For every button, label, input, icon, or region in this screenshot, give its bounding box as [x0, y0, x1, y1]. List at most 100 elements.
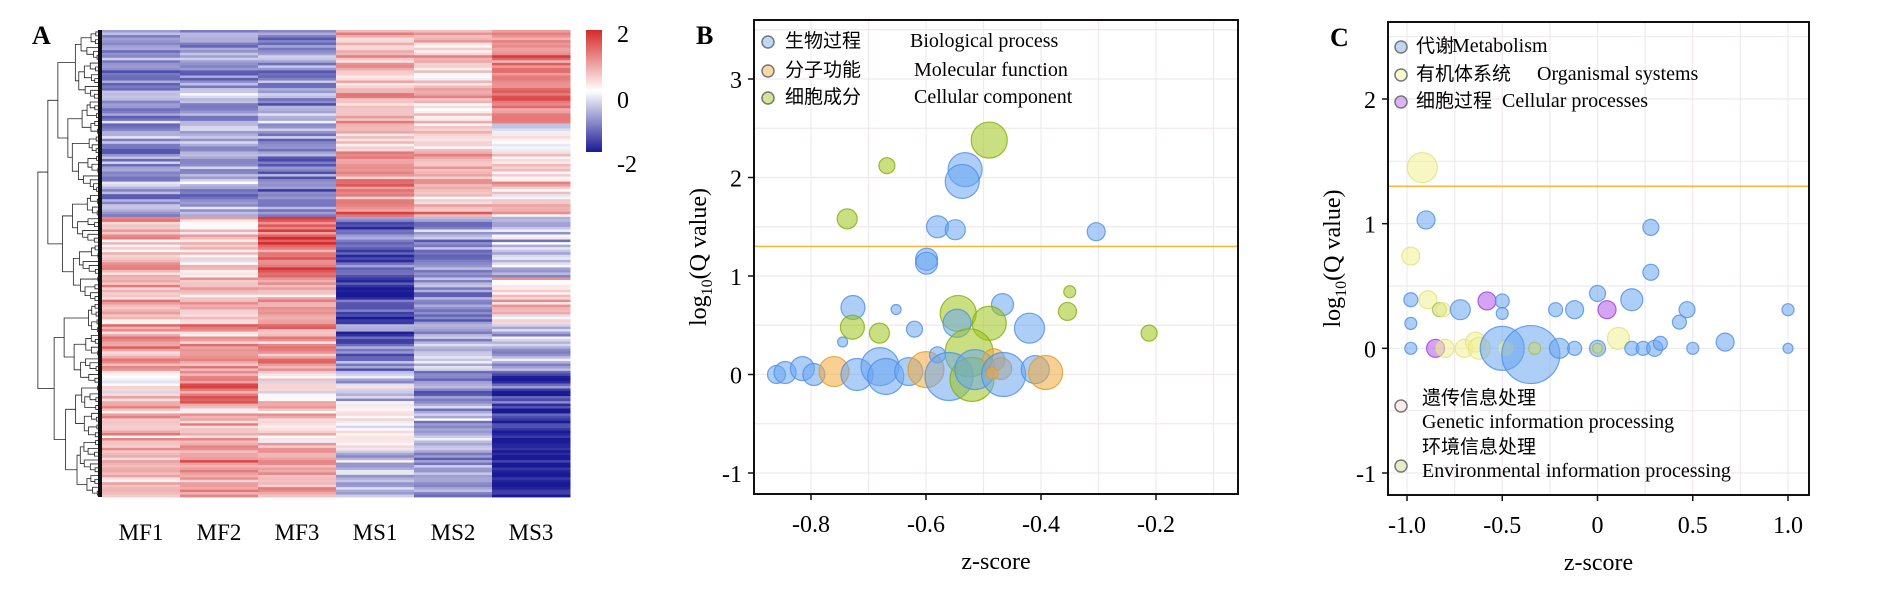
bubble-point [839, 314, 866, 340]
heatmap-cell [102, 401, 181, 404]
heatmap-cell [414, 294, 493, 298]
heatmap-cell [102, 136, 181, 140]
heatmap-cell [414, 247, 493, 251]
bubble-point [1449, 299, 1471, 321]
heatmap-cell [336, 211, 415, 215]
heatmap-cell [336, 277, 415, 281]
heatmap-cell [336, 40, 415, 44]
heatmap-cell [180, 209, 259, 213]
heatmap-cell [336, 316, 415, 320]
heatmap-cell [180, 348, 259, 352]
heatmap-cell [492, 242, 571, 246]
heatmap-cell [492, 249, 571, 253]
heatmap-cell [180, 199, 259, 203]
heatmap-cell [414, 138, 493, 142]
bubble-point [905, 320, 924, 338]
heatmap-cell [492, 239, 571, 243]
heatmap-cell [180, 294, 259, 298]
legend-marker-icon [761, 35, 775, 49]
heatmap-cell [414, 239, 493, 243]
heatmap-cell [102, 410, 181, 414]
heatmap-cell [180, 326, 259, 330]
bubble-point [1591, 342, 1604, 354]
heatmap-cell [180, 181, 259, 185]
heatmap-cell [414, 269, 493, 273]
heatmap-cell [492, 321, 571, 325]
heatmap-cell [414, 287, 493, 291]
heatmap-cell [414, 440, 493, 444]
heatmap-cell [258, 158, 337, 162]
heatmap-cell [102, 351, 181, 355]
heatmap-cell [180, 477, 259, 481]
heatmap-cell [414, 108, 493, 112]
heatmap-cell [180, 239, 259, 243]
heatmap-cell [102, 128, 181, 132]
heatmap-cell [336, 469, 415, 473]
heatmap-cell [414, 415, 493, 419]
heatmap-cell [414, 158, 493, 162]
heatmap-cell [414, 272, 493, 276]
heatmap-cell [336, 143, 415, 147]
heatmap-cell [180, 307, 259, 310]
heatmap-cell [258, 282, 337, 286]
heatmap-cell [336, 378, 415, 382]
heatmap-cell [258, 418, 337, 422]
heatmap-cell [414, 469, 493, 473]
heatmap-cell [492, 113, 571, 117]
heatmap-cell [492, 161, 571, 165]
plot-area [754, 20, 1238, 494]
heatmap-cell [102, 262, 181, 266]
heatmap-cell [180, 334, 259, 337]
heatmap-cell [336, 494, 415, 498]
heatmap-cell [414, 151, 493, 155]
heatmap-cell [336, 410, 415, 414]
heatmap-cell [180, 242, 259, 246]
heatmap-cell [492, 151, 571, 155]
heatmap-cell [258, 45, 337, 49]
heatmap-cell [258, 398, 337, 402]
heatmap-column-labels: MF1 MF2 MF3 MS1 MS2 MS3 [119, 520, 554, 545]
heatmap-cell [492, 226, 571, 230]
heatmap-cell [102, 163, 181, 167]
heatmap-cell [414, 171, 493, 175]
heatmap-cell [102, 214, 181, 218]
heatmap-cell [414, 194, 493, 198]
heatmap-cell [180, 88, 259, 91]
heatmap-cell [492, 447, 571, 451]
heatmap-cell [102, 42, 181, 46]
heatmap-cell [336, 343, 415, 347]
heatmap-cell [258, 474, 337, 478]
heatmap-cell [180, 103, 259, 107]
heatmap-cell [492, 146, 571, 150]
heatmap-cell [180, 472, 259, 476]
heatmap-cell [258, 373, 337, 377]
heatmap-cell [180, 118, 259, 122]
heatmap-cell [180, 60, 259, 64]
heatmap-cell [102, 435, 181, 439]
y-axis-label-log: log [1320, 297, 1346, 328]
heatmap-cell [258, 204, 337, 208]
heatmap-cell [414, 435, 493, 439]
heatmap-cell [180, 358, 259, 362]
heatmap-cell [414, 196, 493, 200]
heatmap-cell [492, 176, 571, 180]
heatmap-cell [414, 479, 493, 483]
heatmap-cell [414, 375, 493, 379]
heatmap-cell [414, 57, 493, 61]
heatmap-cell [414, 123, 493, 127]
heatmap-cell [414, 428, 493, 432]
heatmap-cell [180, 361, 259, 364]
heatmap-cell [492, 143, 571, 147]
dendrogram-branch [90, 33, 96, 43]
heatmap-cell [102, 264, 181, 268]
heatmap-cell [492, 336, 571, 340]
heatmap-cell [102, 204, 181, 208]
heatmap-cell [102, 146, 181, 150]
heatmap-cell [336, 186, 415, 190]
heatmap-cell [102, 138, 181, 142]
heatmap-cell [336, 166, 415, 170]
heatmap-cell [492, 77, 571, 81]
bubble-point [878, 157, 896, 175]
heatmap-cell [336, 334, 415, 337]
